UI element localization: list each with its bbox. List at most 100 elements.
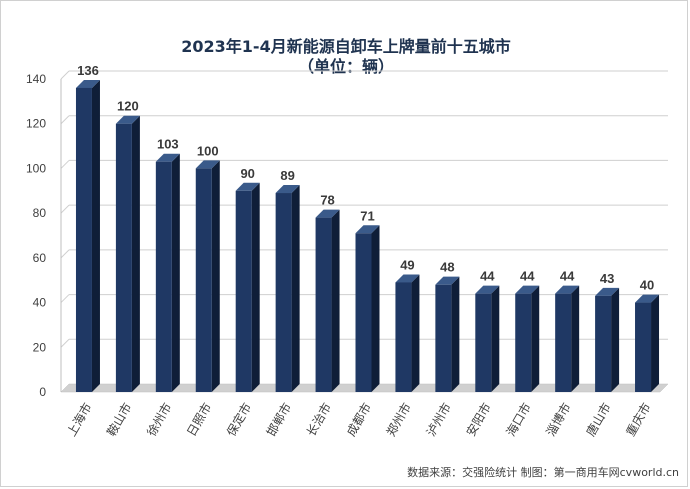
bars	[75, 79, 660, 392]
x-tick-label: 鞍山市	[103, 400, 134, 439]
bar-6	[275, 185, 300, 392]
bar-4	[195, 160, 220, 392]
x-axis-labels: 上海市 鞍山市 徐州市 日照市 保定市 邯郸市 长治市 成都市 郑州市 泸州市 安阳市 海口市 淄博市唐…	[64, 400, 654, 439]
data-label: 40	[640, 278, 654, 293]
y-axis-ticks: 0 20 40 60 80 100 120 140	[26, 72, 46, 399]
x-tick-label: 日照市	[183, 400, 214, 439]
x-tick-label: 上海市	[64, 400, 95, 439]
source-note: 数据来源：交强险统计 制图：第一商用车网cvworld.cn	[407, 465, 679, 479]
bar-front	[195, 168, 212, 392]
bar-10	[435, 276, 460, 392]
x-tick-label: 重庆市	[623, 400, 654, 439]
data-label: 48	[440, 260, 454, 275]
bar-front	[635, 302, 652, 392]
bar-side	[651, 294, 660, 392]
data-label: 44	[560, 269, 575, 284]
bar-top	[635, 294, 660, 303]
bar-14	[595, 287, 620, 392]
data-label: 49	[400, 257, 414, 272]
bar-12	[515, 285, 540, 392]
bar-top	[515, 285, 540, 294]
bar-15	[635, 294, 660, 392]
y-tick-label: 0	[39, 385, 46, 399]
bar-11	[475, 285, 500, 392]
data-label: 103	[157, 137, 179, 152]
x-tick-label: 徐州市	[143, 400, 174, 439]
data-label: 71	[360, 208, 374, 223]
bar-side	[251, 182, 260, 392]
bar-side	[331, 209, 340, 392]
bar-top	[75, 79, 100, 88]
bar-side	[611, 287, 620, 392]
gridline-depth	[60, 249, 70, 259]
gridline-depth	[60, 294, 70, 303]
bar-front	[315, 217, 332, 392]
gridline-depth	[60, 160, 70, 169]
data-label: 44	[520, 269, 535, 284]
bar-top	[315, 209, 340, 218]
bar-3	[155, 153, 180, 392]
bar-top	[595, 287, 620, 296]
data-labels: 136 120 103 100 90 89 78 71 49 48 44 44 44 43 40	[77, 63, 654, 293]
bar-7	[315, 209, 340, 392]
bar-9	[395, 274, 420, 392]
x-tick-label: 郑州市	[383, 400, 414, 439]
data-label: 120	[117, 99, 139, 114]
y-tick-label: 140	[26, 72, 46, 86]
bar-side	[291, 185, 300, 392]
bar-side	[531, 285, 540, 392]
bar-front	[515, 293, 532, 392]
bar-side	[131, 115, 140, 392]
x-tick-label: 泸州市	[423, 400, 454, 439]
x-tick-label: 保定市	[223, 400, 254, 439]
y-tick-label: 80	[33, 206, 47, 220]
y-tick-label: 60	[33, 251, 47, 265]
x-tick-label: 唐山市	[583, 400, 614, 439]
bar-8	[355, 225, 380, 392]
gridline-depth	[60, 70, 70, 80]
bar-1	[75, 79, 100, 392]
chart-subtitle: （单位：辆）	[298, 57, 394, 76]
bar-top	[475, 285, 500, 294]
bar-side	[211, 160, 220, 392]
data-label: 43	[600, 271, 614, 286]
x-tick-label: 邯郸市	[263, 400, 294, 439]
bar-side	[571, 285, 580, 392]
y-tick-label: 100	[26, 161, 46, 175]
x-tick-label: 成都市	[343, 400, 374, 439]
bar-top	[155, 153, 180, 162]
bar-front	[355, 233, 372, 392]
bar-2	[115, 115, 140, 392]
bar-top	[435, 276, 460, 285]
gridline-depth	[60, 115, 70, 125]
y-tick-label: 120	[26, 117, 46, 131]
data-label: 100	[197, 143, 219, 158]
bar-13	[555, 285, 580, 392]
bar-front	[75, 87, 92, 392]
y-tick-label: 40	[33, 296, 47, 310]
data-label: 78	[320, 193, 334, 208]
data-label: 44	[480, 269, 495, 284]
bar-front	[555, 293, 572, 392]
bar-side	[411, 274, 420, 392]
gridline-depth	[60, 338, 70, 348]
bar-front	[595, 295, 612, 392]
data-label: 90	[240, 166, 254, 181]
bar-front	[395, 282, 412, 392]
bar-front	[275, 193, 292, 392]
bar-front	[155, 161, 172, 392]
bar-front	[235, 190, 252, 392]
x-tick-label: 安阳市	[463, 400, 494, 439]
bar-top	[355, 225, 380, 234]
x-tick-label: 长治市	[303, 400, 334, 439]
bar-side	[91, 79, 100, 392]
bar-top	[555, 285, 580, 294]
bar-side	[171, 153, 180, 392]
bar-top	[275, 185, 300, 194]
bar-side	[491, 285, 500, 392]
bar-front	[475, 293, 492, 392]
data-label: 89	[280, 168, 294, 183]
y-tick-label: 20	[33, 340, 47, 354]
